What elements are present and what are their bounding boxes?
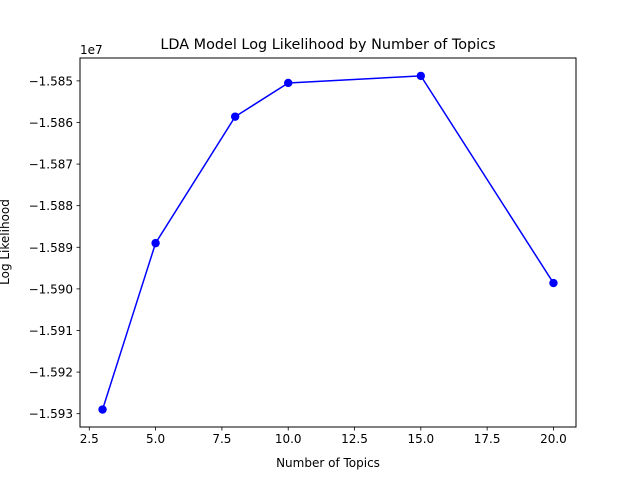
data-point xyxy=(284,78,293,88)
chart-title: LDA Model Log Likelihood by Number of To… xyxy=(160,37,495,53)
data-point xyxy=(98,405,107,414)
x-axis-label: Number of Topics xyxy=(276,456,380,470)
y-axis-label: Log Likelihood xyxy=(0,199,12,285)
x-tick-label: 15.0 xyxy=(407,432,434,446)
data-point xyxy=(151,238,160,248)
x-tick-label: 5.0 xyxy=(146,432,165,446)
ticks-layer: 2.5 5.0 7.5 10.0 12.5 15.0 17.5 20.0 −1.593 −1.59… xyxy=(29,74,567,446)
x-tick-label: 20.0 xyxy=(540,432,567,446)
y-tick-label: −1.587 xyxy=(29,158,73,172)
plot-frame xyxy=(79,57,577,428)
x-tick-label: 12.5 xyxy=(341,432,368,446)
series-layer xyxy=(98,71,558,414)
data-point xyxy=(230,112,240,121)
data-point xyxy=(549,278,558,288)
y-tick-label: −1.589 xyxy=(29,241,73,255)
y-tick-label: −1.592 xyxy=(29,366,73,380)
y-tick-label: −1.590 xyxy=(29,282,73,296)
y-tick-label: −1.586 xyxy=(29,116,73,130)
x-tick-label: 17.5 xyxy=(474,432,501,446)
x-tick-label: 2.5 xyxy=(80,432,99,446)
y-offset-label: 1e7 xyxy=(80,43,103,57)
y-tick-label: −1.588 xyxy=(29,199,73,213)
y-tick-label: −1.585 xyxy=(29,74,73,88)
data-point xyxy=(416,71,426,81)
y-tick-label: −1.591 xyxy=(29,324,73,338)
x-tick-label: 7.5 xyxy=(212,432,231,446)
y-tick-label: −1.593 xyxy=(29,407,73,421)
x-tick-label: 10.0 xyxy=(275,432,302,446)
series-line xyxy=(101,75,555,410)
